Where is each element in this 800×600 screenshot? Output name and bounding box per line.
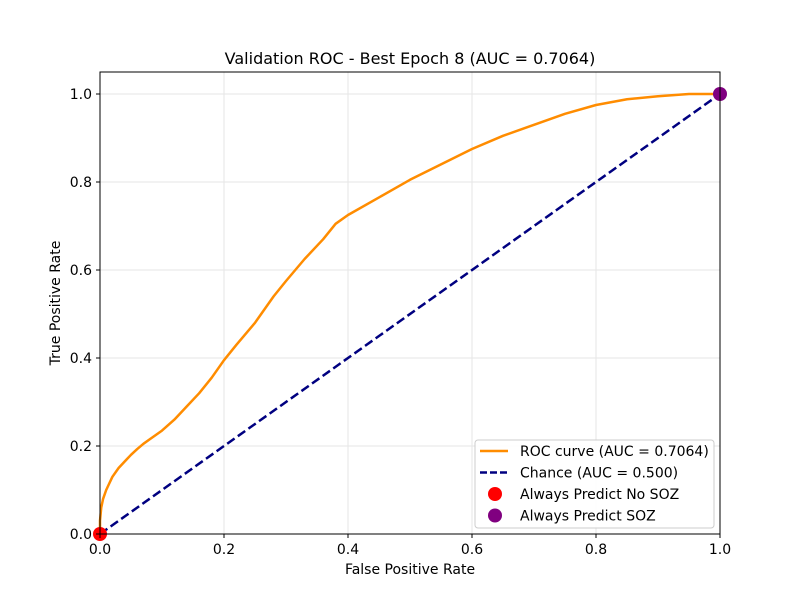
- y-tick-label: 0.4: [70, 351, 92, 367]
- x-tick-label: 0.6: [461, 542, 483, 558]
- y-tick-label: 0.8: [70, 175, 92, 191]
- series-layer: [98, 92, 722, 536]
- legend: ROC curve (AUC = 0.7064) Chance (AUC = 0.…: [474, 439, 715, 529]
- chart-title: Validation ROC - Best Epoch 8 (AUC = 0.7…: [225, 49, 596, 68]
- legend-soz-marker: [488, 508, 502, 523]
- x-axis-label: False Positive Rate: [345, 562, 475, 578]
- roc-curve-line: [98, 92, 722, 536]
- legend-box: [474, 439, 715, 529]
- x-tick-label: 0.4: [337, 542, 359, 558]
- x-tick-label: 0.2: [213, 542, 235, 558]
- legend-roc-label: ROC curve (AUC = 0.7064): [520, 444, 709, 460]
- y-axis-label: True Positive Rate: [48, 241, 64, 367]
- chance-line: [99, 92, 721, 536]
- y-tick-label: 1.0: [70, 87, 92, 103]
- y-tick-label: 0.6: [70, 263, 92, 279]
- legend-chance-label: Chance (AUC = 0.500): [520, 466, 678, 482]
- legend-soz-label: Always Predict SOZ: [520, 509, 656, 525]
- x-tick-label: 0.8: [585, 542, 607, 558]
- ticks-layer: 0.0 0.2 0.4 0.6 0.8 1.0 0.0 0.2 0.4 0.6 0.8 1.0: [70, 87, 731, 558]
- x-tick-label: 1.0: [709, 542, 731, 558]
- legend-no-soz-marker: [488, 487, 502, 501]
- grid: [99, 72, 721, 535]
- x-tick-label: 0.0: [89, 542, 111, 558]
- legend-no-soz-label: Always Predict No SOZ: [520, 487, 679, 503]
- y-tick-label: 0.0: [70, 527, 92, 543]
- plot-frame: [99, 71, 721, 535]
- y-tick-label: 0.2: [70, 439, 92, 455]
